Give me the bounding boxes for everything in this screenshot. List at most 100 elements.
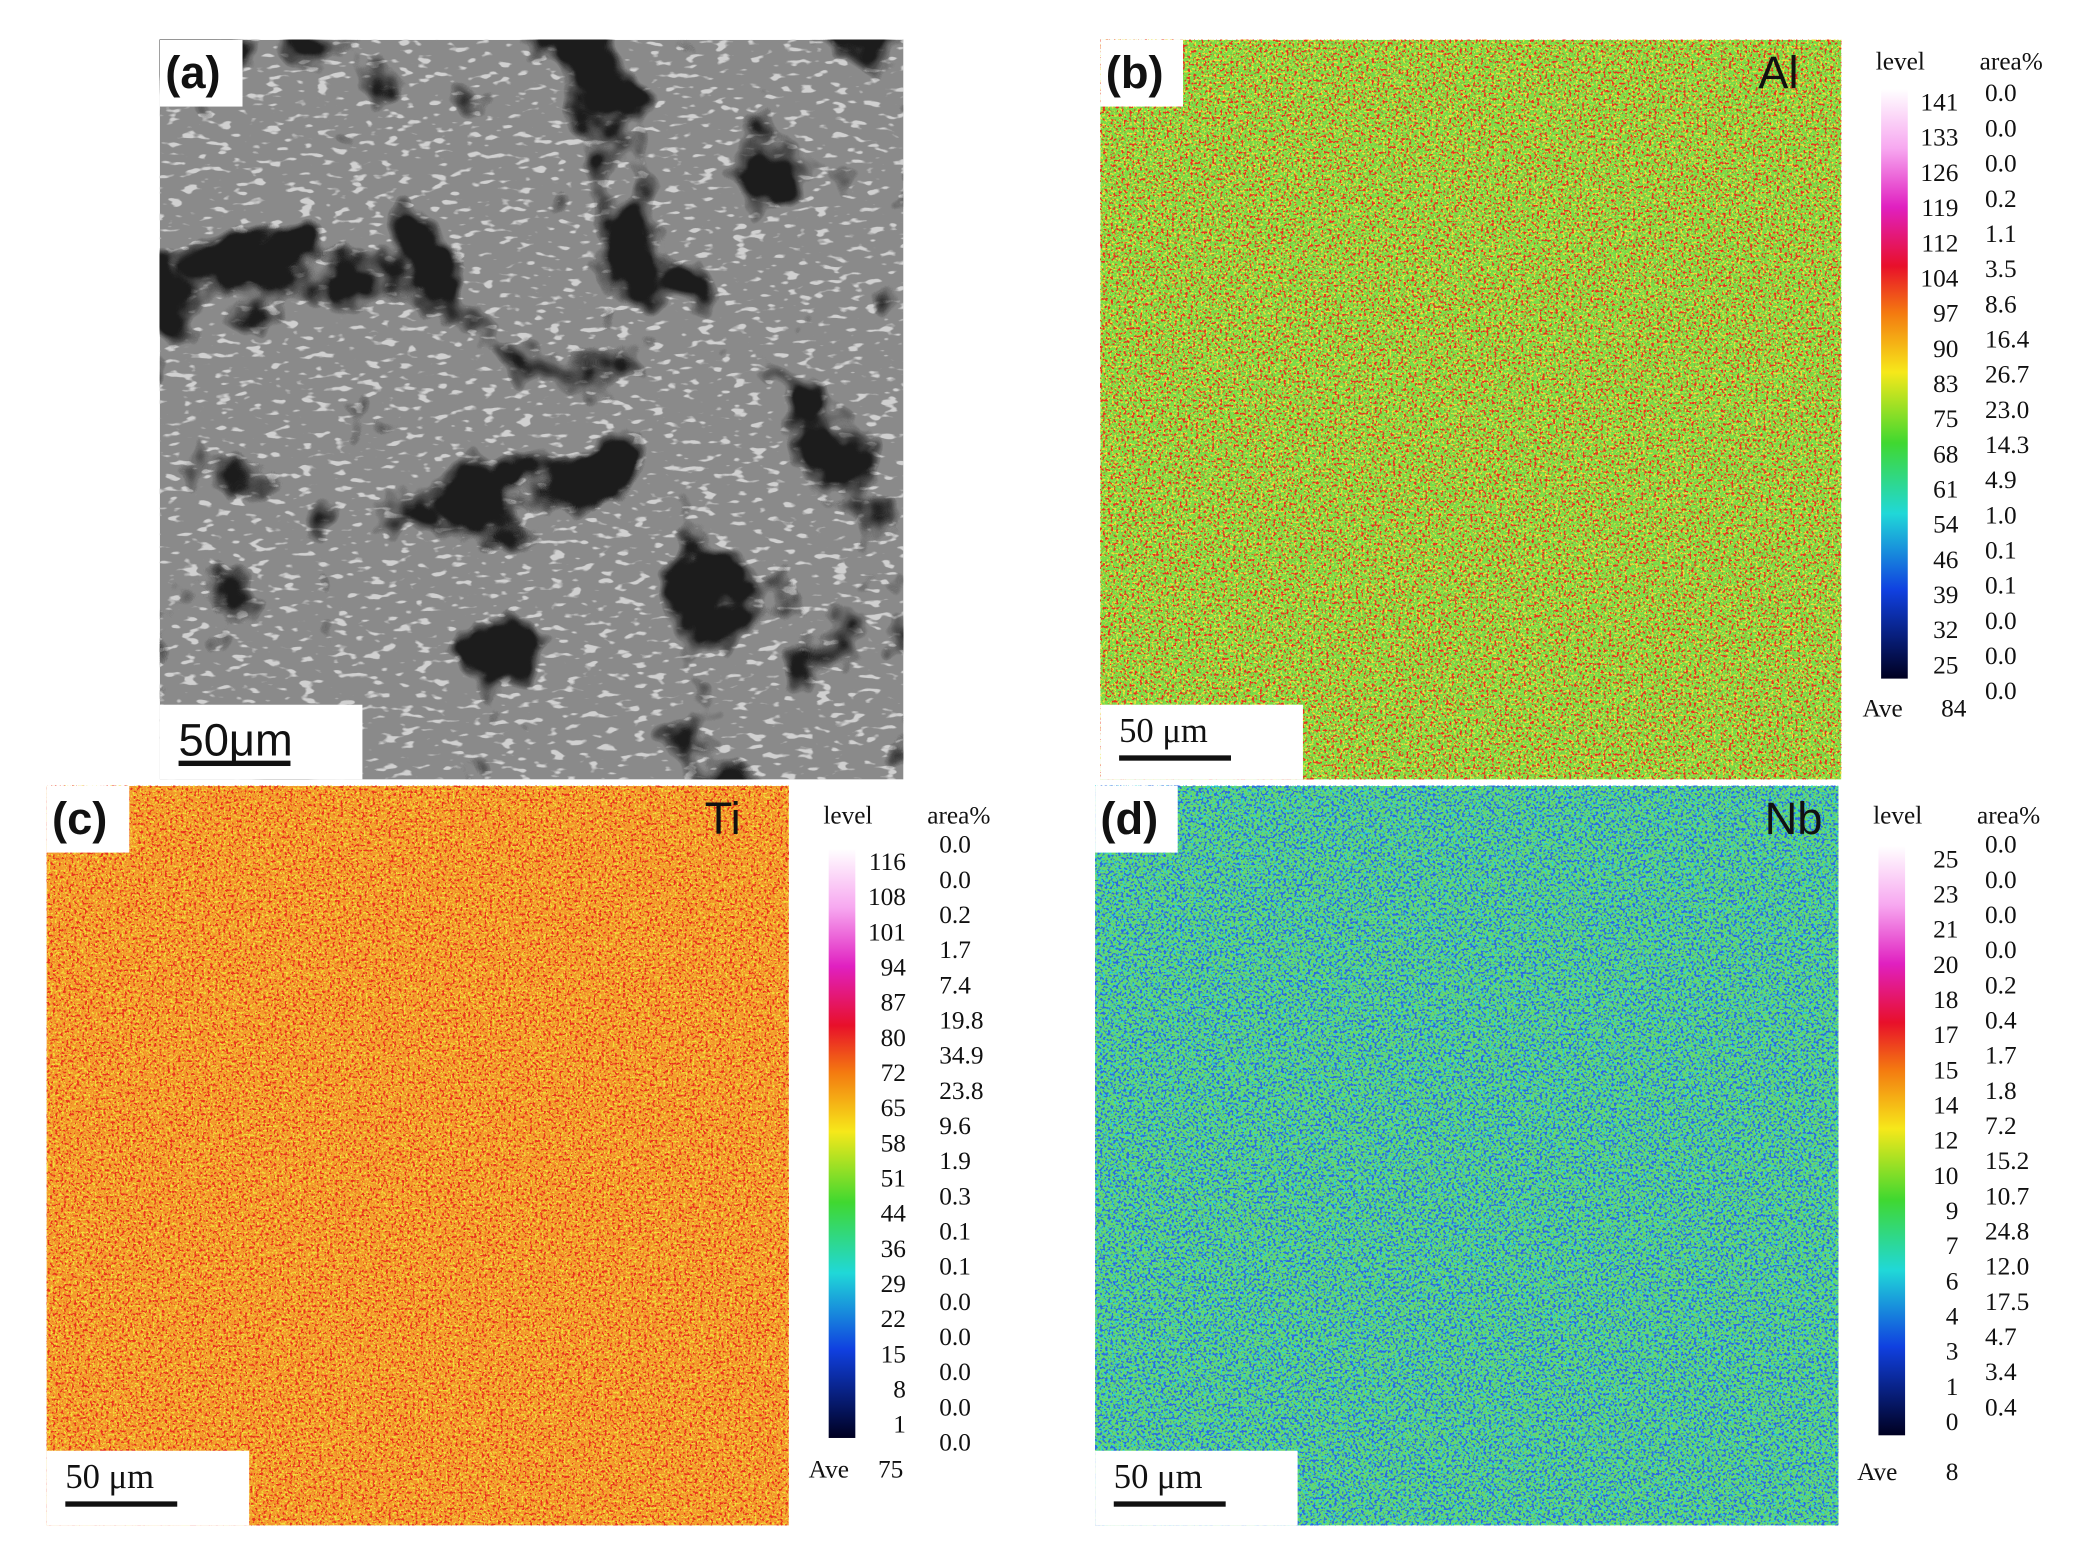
level-value: 75	[1933, 405, 1958, 433]
area-value: 0.0	[1985, 677, 2017, 705]
scale-bar-label: 50 μm	[1119, 712, 1208, 750]
level-value: 39	[1933, 581, 1958, 609]
area-value: 7.2	[1985, 1112, 2017, 1140]
area-value: 23.8	[939, 1077, 983, 1105]
panel-label: (a)	[165, 47, 220, 98]
level-value: 29	[881, 1270, 906, 1298]
level-value: 108	[868, 883, 906, 911]
level-value: 126	[1920, 159, 1958, 187]
area-value: 1.8	[1985, 1077, 2017, 1105]
average-label: Ave	[809, 1455, 849, 1483]
legend-header: level	[1876, 47, 1925, 75]
area-value: 23.0	[1985, 396, 2029, 424]
legend-header: area%	[1977, 801, 2040, 829]
level-value: 23	[1933, 880, 1958, 908]
area-value: 34.9	[939, 1042, 983, 1070]
level-value: 83	[1933, 370, 1958, 398]
area-value: 0.3	[939, 1182, 971, 1210]
scale-bar-box	[159, 704, 363, 780]
level-value: 20	[1933, 951, 1958, 979]
level-value: 119	[1921, 194, 1958, 222]
level-value: 101	[868, 918, 906, 946]
area-value: 0.4	[1985, 1006, 2017, 1034]
level-value: 4	[1946, 1302, 1959, 1330]
area-value: 14.3	[1985, 431, 2029, 459]
area-value: 0.1	[939, 1217, 971, 1245]
area-value: 16.4	[1985, 325, 2030, 353]
color-bar	[1881, 89, 1908, 679]
area-value: 0.4	[1985, 1393, 2017, 1421]
scale-bar	[1119, 755, 1231, 761]
element-label: Al	[1758, 47, 1798, 98]
level-value: 0	[1946, 1408, 1959, 1436]
area-value: 7.4	[939, 971, 971, 999]
area-value: 4.7	[1985, 1323, 2017, 1351]
area-value: 1.0	[1985, 501, 2017, 529]
level-value: 25	[1933, 845, 1958, 873]
average-value: 8	[1946, 1458, 1959, 1486]
level-value: 72	[881, 1059, 906, 1087]
level-value: 112	[1921, 229, 1958, 257]
area-value: 1.7	[1985, 1042, 2017, 1070]
level-value: 46	[1933, 546, 1958, 574]
scale-bar-label: 50 μm	[65, 1458, 154, 1496]
level-value: 36	[881, 1235, 906, 1263]
level-value: 61	[1933, 475, 1958, 503]
level-value: 15	[1933, 1056, 1958, 1084]
level-value: 80	[881, 1024, 906, 1052]
texture	[159, 39, 904, 780]
area-value: 0.2	[1985, 971, 2017, 999]
area-value: 0.0	[1985, 866, 2017, 894]
area-value: 0.0	[1985, 79, 2017, 107]
level-value: 10	[1933, 1162, 1958, 1190]
panel-label: (d)	[1100, 793, 1158, 844]
level-value: 44	[881, 1200, 907, 1228]
texture	[1095, 785, 1839, 1526]
level-value: 1	[893, 1411, 906, 1439]
area-value: 3.5	[1985, 255, 2017, 283]
color-bar	[1878, 845, 1906, 1436]
level-value: 18	[1933, 986, 1958, 1014]
area-value: 0.0	[939, 831, 971, 859]
level-value: 21	[1933, 916, 1958, 944]
area-value: 1.1	[1985, 220, 2017, 248]
level-value: 104	[1920, 264, 1958, 292]
texture	[1100, 39, 1842, 780]
area-value: 0.0	[939, 1288, 971, 1316]
area-value: 0.2	[1985, 185, 2017, 213]
level-value: 22	[881, 1305, 906, 1333]
level-value: 141	[1920, 89, 1958, 117]
average-value: 84	[1941, 695, 1967, 723]
area-value: 0.0	[939, 866, 971, 894]
level-value: 15	[881, 1340, 906, 1368]
area-value: 1.9	[939, 1147, 971, 1175]
scale-bar	[65, 1501, 178, 1507]
element-label: Ti	[705, 793, 741, 844]
area-value: 0.0	[1985, 642, 2017, 670]
average-label: Ave	[1862, 695, 1902, 723]
average-label: Ave	[1857, 1458, 1897, 1486]
area-value: 0.0	[939, 1323, 971, 1351]
area-value: 0.0	[1985, 936, 2017, 964]
area-value: 0.2	[939, 901, 971, 929]
level-value: 68	[1933, 440, 1958, 468]
panel-label: (b)	[1106, 47, 1164, 98]
area-value: 0.0	[1985, 831, 2017, 859]
level-value: 133	[1920, 124, 1958, 152]
level-value: 1	[1946, 1373, 1959, 1401]
area-value: 0.1	[1985, 536, 2017, 564]
scale-bar	[1113, 1501, 1226, 1507]
label-box	[1095, 785, 1178, 853]
average-value: 75	[878, 1455, 903, 1483]
level-value: 25	[1933, 651, 1958, 679]
area-value: 0.1	[1985, 572, 2017, 600]
level-value: 58	[881, 1129, 906, 1157]
area-value: 1.7	[939, 936, 971, 964]
legend-header: area%	[1980, 47, 2043, 75]
level-value: 97	[1933, 300, 1958, 328]
color-bar	[828, 848, 856, 1438]
level-value: 3	[1946, 1338, 1959, 1366]
element-label: Nb	[1765, 793, 1823, 844]
area-value: 26.7	[1985, 361, 2029, 389]
